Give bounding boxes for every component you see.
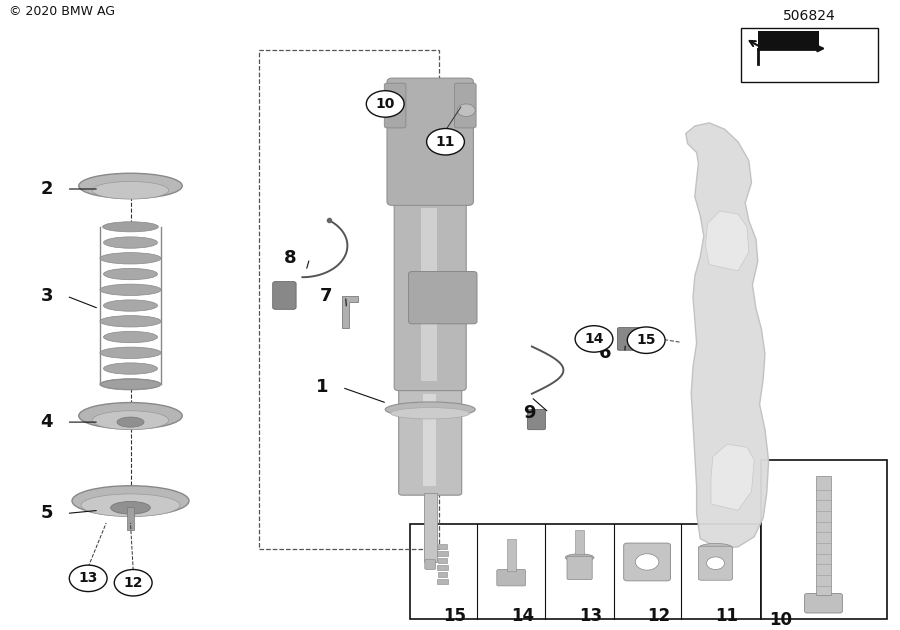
FancyBboxPatch shape [527,410,545,430]
Circle shape [635,554,659,570]
Text: 12: 12 [647,607,670,626]
FancyBboxPatch shape [624,543,670,581]
Bar [741,28,878,82]
FancyBboxPatch shape [399,385,462,495]
Circle shape [706,557,724,570]
Ellipse shape [111,501,150,514]
Text: 14: 14 [511,607,535,626]
Ellipse shape [104,300,158,311]
Circle shape [427,129,464,155]
Bar [437,579,448,584]
Bar [438,558,447,563]
Bar [575,530,584,554]
Bar [421,208,437,381]
Text: 12: 12 [123,576,143,590]
Text: 4: 4 [40,413,53,431]
Text: 1: 1 [316,379,328,396]
Polygon shape [758,31,819,49]
Ellipse shape [100,379,161,390]
FancyBboxPatch shape [497,570,526,586]
Circle shape [627,327,665,353]
Bar [438,572,447,577]
Ellipse shape [104,331,158,343]
Text: 10: 10 [770,611,793,629]
Circle shape [457,104,475,117]
Ellipse shape [385,402,475,417]
Text: 7: 7 [320,287,332,305]
FancyBboxPatch shape [384,83,406,128]
Bar [437,551,448,556]
FancyBboxPatch shape [698,546,733,580]
Circle shape [575,326,613,352]
Polygon shape [706,211,749,271]
Ellipse shape [92,411,169,430]
Ellipse shape [100,347,161,358]
FancyBboxPatch shape [409,272,477,324]
Text: 14: 14 [584,332,604,346]
Text: 11: 11 [436,135,455,149]
Ellipse shape [92,181,169,199]
Ellipse shape [100,316,161,327]
Ellipse shape [391,408,470,419]
Ellipse shape [117,417,144,427]
Text: 2: 2 [40,180,53,198]
Text: 13: 13 [78,571,98,585]
Text: 11: 11 [716,607,739,626]
Text: 15: 15 [636,333,656,347]
Bar [760,460,886,619]
Text: 15: 15 [443,607,466,626]
Circle shape [387,96,405,108]
Text: 10: 10 [375,97,395,111]
FancyBboxPatch shape [805,593,842,613]
Bar [423,394,436,486]
Ellipse shape [81,494,180,517]
Bar [127,507,134,530]
Text: 506824: 506824 [783,9,835,23]
FancyBboxPatch shape [273,282,296,309]
FancyBboxPatch shape [425,559,436,570]
Ellipse shape [79,173,182,198]
Bar [816,476,831,595]
Text: 5: 5 [40,505,53,522]
Text: 8: 8 [284,249,296,267]
Polygon shape [686,123,769,548]
FancyBboxPatch shape [454,83,476,128]
Ellipse shape [72,486,189,516]
Circle shape [366,91,404,117]
FancyBboxPatch shape [387,78,473,205]
Bar [437,565,448,570]
Ellipse shape [565,554,594,561]
Bar [410,524,760,619]
Text: 9: 9 [523,404,536,421]
Bar [438,544,447,549]
FancyBboxPatch shape [567,556,592,580]
Ellipse shape [104,363,158,374]
Bar [424,493,436,562]
Bar [507,539,516,571]
Circle shape [69,565,107,592]
FancyBboxPatch shape [394,198,466,391]
Text: © 2020 BMW AG: © 2020 BMW AG [9,5,115,18]
Ellipse shape [104,268,158,280]
Ellipse shape [100,284,161,295]
Text: 13: 13 [580,607,603,626]
Circle shape [114,570,152,596]
Text: 6: 6 [598,344,611,362]
Bar [259,50,439,549]
Ellipse shape [79,403,182,429]
Ellipse shape [101,379,160,389]
Polygon shape [342,296,358,328]
Ellipse shape [104,237,158,248]
Ellipse shape [103,222,158,232]
Ellipse shape [698,543,733,553]
Ellipse shape [100,253,161,264]
Polygon shape [711,444,754,510]
Text: 3: 3 [40,287,53,305]
FancyBboxPatch shape [617,328,643,350]
